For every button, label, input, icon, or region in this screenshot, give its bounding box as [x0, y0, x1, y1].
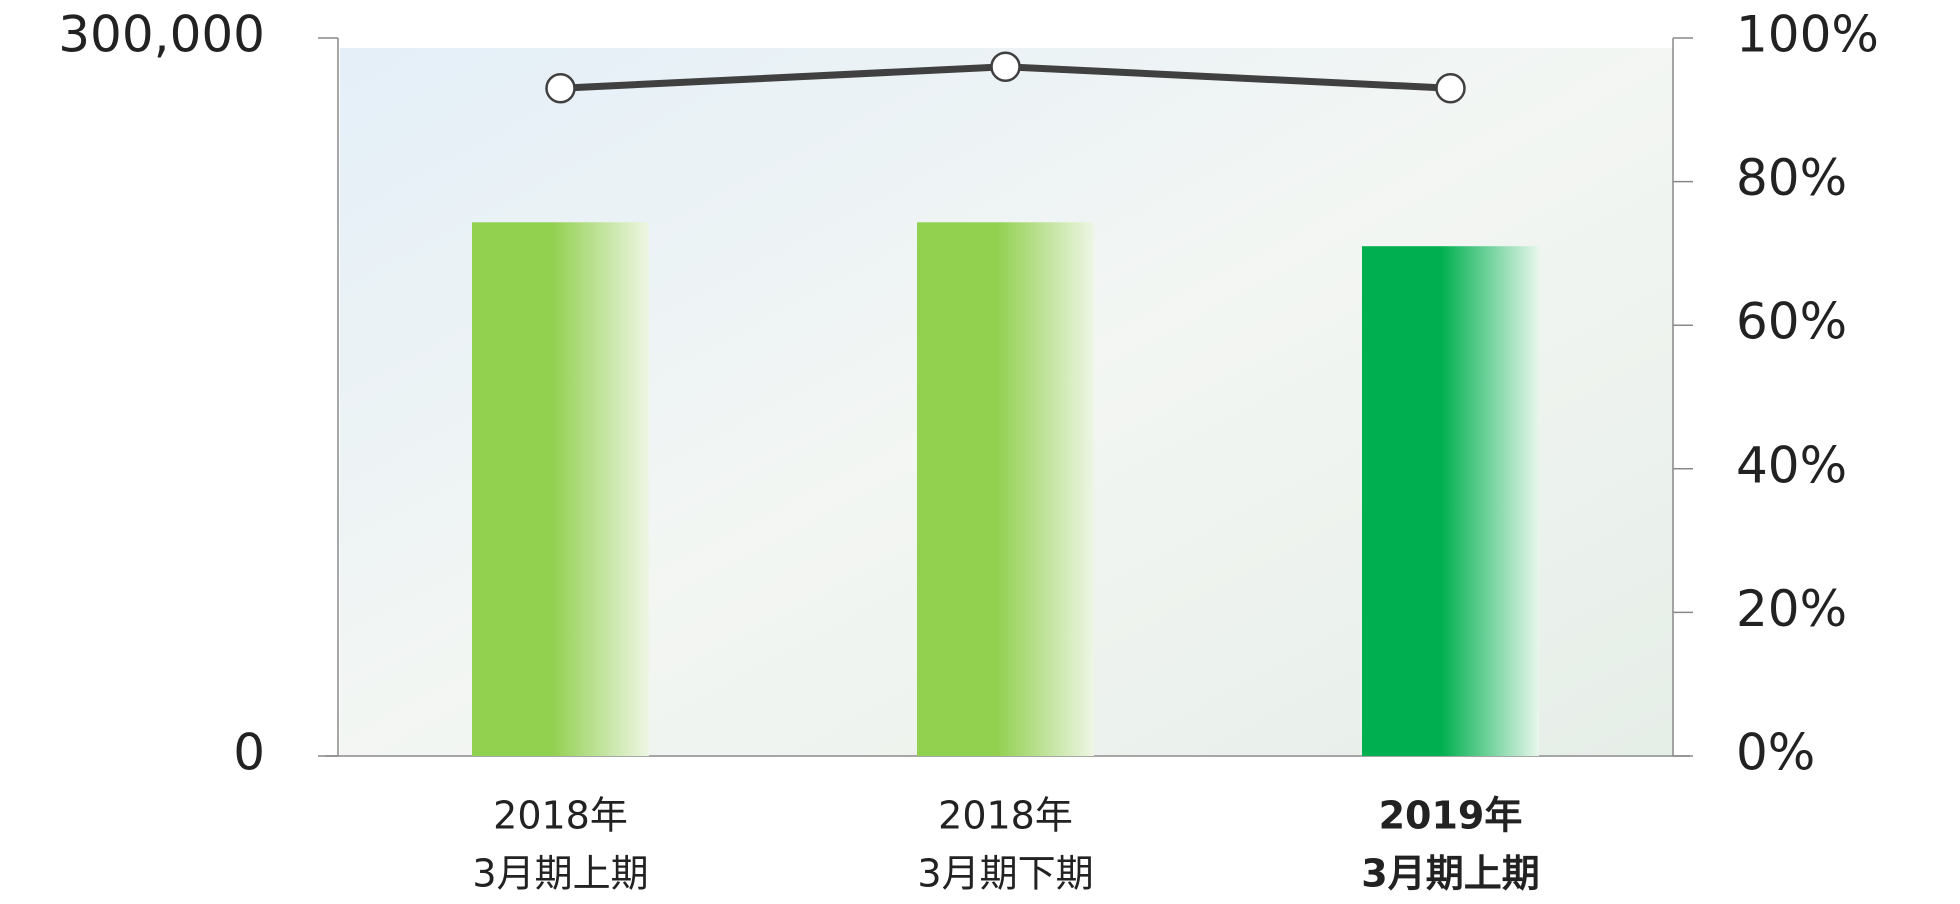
y2-tick-label: 20% [1736, 580, 1847, 638]
x-tick-label: 3月期下期 [917, 852, 1093, 896]
marker [1435, 73, 1466, 104]
y-tick-label: 0 [233, 724, 265, 782]
x-tick-label: 2018年 [938, 794, 1073, 838]
x-tick-label: 3月期上期 [472, 852, 648, 896]
bar [1362, 246, 1539, 756]
y2-tick-label: 100% [1736, 6, 1879, 64]
y2-tick-label: 60% [1736, 293, 1847, 351]
bar [472, 222, 649, 756]
y2-tick-label: 80% [1736, 149, 1847, 207]
x-tick-label: 2018年 [493, 794, 628, 838]
y2-tick-label: 0% [1736, 724, 1815, 782]
x-tick-label: 2019年 [1379, 794, 1523, 838]
marker [545, 73, 576, 104]
bar [917, 222, 1094, 756]
x-tick-label: 3月期上期 [1361, 852, 1539, 896]
marker [990, 51, 1021, 82]
y2-tick-label: 40% [1736, 436, 1847, 494]
y-tick-label: 300,000 [58, 6, 265, 64]
